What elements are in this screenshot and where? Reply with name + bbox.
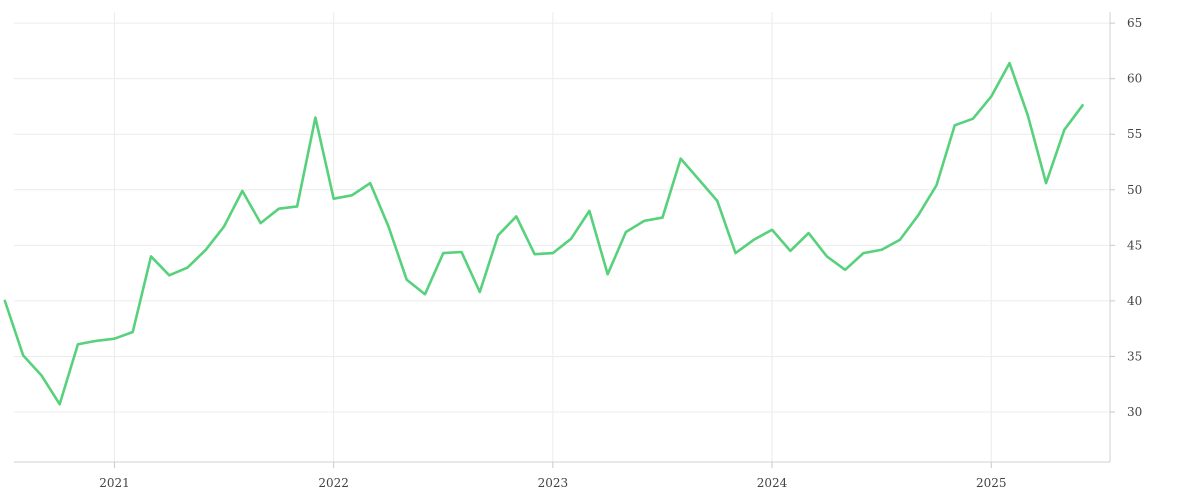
y-tick-label: 35 xyxy=(1127,349,1142,363)
data-point xyxy=(588,210,590,212)
series-line xyxy=(3,61,1084,406)
data-point xyxy=(22,354,24,356)
data-point xyxy=(643,220,645,222)
data-point xyxy=(333,198,335,200)
data-point xyxy=(771,229,773,231)
x-axis-tick-labels: 2021 2022 2023 2024 2025 xyxy=(99,476,1006,490)
y-tick-label: 30 xyxy=(1127,405,1142,419)
data-point xyxy=(935,184,937,186)
data-point xyxy=(314,117,316,119)
data-point xyxy=(826,255,828,257)
data-point xyxy=(59,403,61,405)
data-point xyxy=(424,293,426,295)
data-point xyxy=(716,200,718,202)
data-point xyxy=(954,124,956,126)
data-point xyxy=(972,118,974,120)
data-point xyxy=(296,205,298,207)
grid xyxy=(14,12,1110,462)
data-point xyxy=(40,374,42,376)
data-point xyxy=(461,251,463,253)
data-point xyxy=(607,273,609,275)
data-point xyxy=(661,217,663,219)
data-point xyxy=(95,340,97,342)
data-point xyxy=(168,274,170,276)
data-point xyxy=(442,252,444,254)
data-point xyxy=(113,338,115,340)
y-tick-label: 50 xyxy=(1127,183,1142,197)
data-point xyxy=(698,179,700,181)
data-point xyxy=(1027,114,1029,116)
x-tick-label: 2021 xyxy=(99,476,130,490)
data-point xyxy=(1063,129,1065,131)
data-point xyxy=(917,214,919,216)
y-tick-label: 65 xyxy=(1127,16,1142,30)
y-tick-label: 60 xyxy=(1127,72,1142,86)
data-point xyxy=(387,225,389,227)
data-point xyxy=(223,225,225,227)
data-point xyxy=(369,182,371,184)
data-point xyxy=(808,232,810,234)
data-point xyxy=(515,215,517,217)
data-point xyxy=(77,343,79,345)
data-point xyxy=(1045,182,1047,184)
y-axis-tick-labels: 30 35 40 45 50 55 60 65 xyxy=(1127,16,1142,419)
data-point xyxy=(735,252,737,254)
axes xyxy=(14,12,1115,468)
y-tick-label: 40 xyxy=(1127,294,1142,308)
data-point xyxy=(534,253,536,255)
data-point xyxy=(351,194,353,196)
data-point xyxy=(132,331,134,333)
series xyxy=(3,61,1084,406)
data-point xyxy=(1082,104,1084,106)
data-point xyxy=(205,249,207,251)
data-point xyxy=(753,239,755,241)
data-point xyxy=(844,269,846,271)
x-tick-label: 2025 xyxy=(976,476,1007,490)
data-point xyxy=(187,267,189,269)
x-tick-label: 2022 xyxy=(318,476,349,490)
data-point xyxy=(552,252,554,254)
data-point xyxy=(789,250,791,252)
data-point xyxy=(570,238,572,240)
data-point xyxy=(150,255,152,257)
data-point xyxy=(278,208,280,210)
y-tick-label: 45 xyxy=(1127,238,1142,252)
data-point xyxy=(990,95,992,97)
data-point xyxy=(899,239,901,241)
data-point xyxy=(862,252,864,254)
data-point xyxy=(625,231,627,233)
data-point xyxy=(260,222,262,224)
data-point xyxy=(680,158,682,160)
x-tick-label: 2023 xyxy=(538,476,569,490)
data-point xyxy=(479,291,481,293)
x-tick-label: 2024 xyxy=(757,476,788,490)
y-tick-label: 55 xyxy=(1127,127,1142,141)
data-point xyxy=(497,234,499,236)
data-point xyxy=(241,190,243,192)
data-point xyxy=(881,249,883,251)
data-point xyxy=(4,300,6,302)
data-point xyxy=(1009,62,1011,64)
data-point xyxy=(406,279,408,281)
